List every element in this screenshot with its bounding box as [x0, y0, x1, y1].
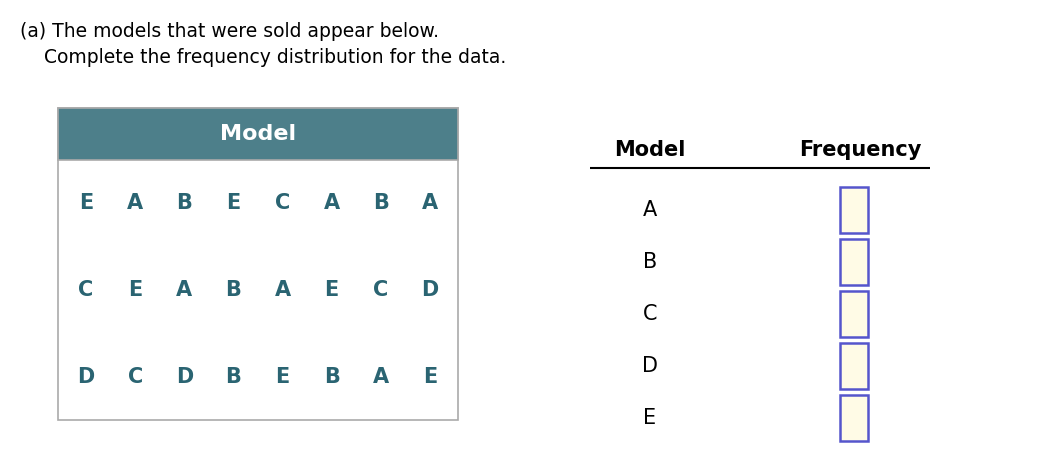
- Text: B: B: [225, 280, 242, 300]
- Text: D: D: [642, 356, 658, 376]
- Text: A: A: [422, 193, 438, 213]
- Text: E: E: [423, 367, 438, 387]
- Text: Model: Model: [614, 140, 685, 160]
- Text: B: B: [643, 252, 657, 272]
- Text: E: E: [276, 367, 289, 387]
- Text: B: B: [373, 193, 389, 213]
- Bar: [840, 343, 868, 389]
- Text: D: D: [78, 367, 94, 387]
- Text: Complete the frequency distribution for the data.: Complete the frequency distribution for …: [20, 48, 506, 67]
- Text: C: C: [275, 193, 290, 213]
- Text: E: E: [325, 280, 339, 300]
- Bar: [58, 108, 458, 160]
- Text: A: A: [643, 200, 657, 220]
- Bar: [840, 239, 868, 285]
- Bar: [58, 108, 458, 160]
- Text: E: E: [643, 408, 656, 428]
- Text: Model: Model: [220, 124, 296, 144]
- Text: C: C: [643, 304, 657, 324]
- Text: (a) The models that were sold appear below.: (a) The models that were sold appear bel…: [20, 22, 439, 41]
- Bar: [840, 395, 868, 441]
- Text: E: E: [226, 193, 241, 213]
- Text: C: C: [79, 280, 93, 300]
- Text: A: A: [372, 367, 389, 387]
- Text: D: D: [421, 280, 439, 300]
- Text: E: E: [128, 280, 142, 300]
- Text: B: B: [176, 193, 192, 213]
- Text: B: B: [324, 367, 340, 387]
- Text: A: A: [275, 280, 290, 300]
- Text: Frequency: Frequency: [798, 140, 921, 160]
- Bar: [840, 187, 868, 233]
- Bar: [840, 291, 868, 337]
- Text: B: B: [225, 367, 242, 387]
- Text: A: A: [324, 193, 340, 213]
- Text: A: A: [128, 193, 143, 213]
- Text: C: C: [373, 280, 389, 300]
- Text: C: C: [128, 367, 143, 387]
- Text: A: A: [176, 280, 192, 300]
- Text: D: D: [175, 367, 193, 387]
- Bar: [58, 108, 458, 420]
- Text: E: E: [79, 193, 93, 213]
